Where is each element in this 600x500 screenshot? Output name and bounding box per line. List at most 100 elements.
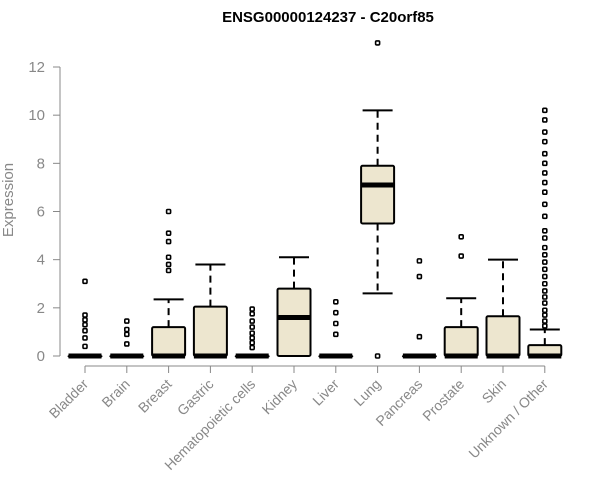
- box-group: [401, 258, 437, 359]
- outlier-point: [541, 107, 548, 114]
- box-iqr: [276, 287, 312, 358]
- box-iqr: [485, 315, 521, 358]
- outlier-point: [416, 273, 423, 280]
- box-group: [318, 299, 354, 359]
- outlier-point: [165, 261, 172, 268]
- outlier-point: [374, 353, 381, 359]
- y-axis: 0 2 4 6 8 10 12: [28, 59, 61, 365]
- x-tick-label: Skin: [479, 376, 510, 407]
- outlier-point: [249, 311, 255, 317]
- y-tick-label: 6: [37, 204, 45, 221]
- outlier-point: [541, 280, 548, 287]
- x-tick-label: Bladder: [46, 376, 92, 422]
- outlier-point: [249, 318, 255, 324]
- outlier-point: [124, 318, 130, 324]
- outlier-point: [541, 213, 548, 220]
- outlier-point: [541, 129, 548, 135]
- outlier-point: [124, 326, 130, 333]
- x-tick-label: Breast: [135, 376, 175, 416]
- outlier-point: [332, 320, 339, 327]
- outlier-point: [374, 40, 381, 46]
- outlier-point: [458, 233, 465, 240]
- x-tick-label: Brain: [98, 376, 132, 410]
- outlier-point: [416, 333, 423, 340]
- outlier-point: [541, 189, 548, 196]
- outlier-point: [458, 253, 465, 259]
- outlier-point: [541, 244, 548, 251]
- outlier-point: [332, 331, 339, 338]
- outlier-point: [249, 339, 255, 346]
- box-group: [151, 208, 187, 359]
- outlier-point: [541, 117, 548, 123]
- outlier-point: [332, 299, 339, 305]
- outlier-point: [332, 309, 339, 316]
- outlier-point: [165, 230, 172, 236]
- outlier-point: [541, 318, 548, 324]
- outlier-point: [249, 330, 255, 336]
- chart-title: ENSG00000124237 - C20orf85: [222, 9, 434, 26]
- outlier-point: [249, 335, 255, 341]
- box-group: [192, 263, 228, 359]
- outlier-point: [82, 321, 88, 328]
- box-group: [234, 306, 270, 359]
- outlier-point: [541, 273, 548, 280]
- x-tick-label: Lung: [350, 376, 383, 409]
- outlier-point: [124, 341, 130, 347]
- x-tick-label: Liver: [309, 376, 342, 409]
- box-iqr: [443, 326, 479, 358]
- outlier-point: [541, 266, 548, 273]
- y-tick-label: 0: [37, 348, 45, 365]
- outlier-point: [249, 324, 255, 330]
- outlier-point: [416, 258, 423, 264]
- outlier-point: [82, 343, 88, 350]
- outlier-point: [541, 160, 548, 167]
- outlier-point: [541, 227, 548, 234]
- outlier-point: [249, 344, 255, 351]
- outlier-point: [541, 138, 548, 145]
- box-iqr: [151, 326, 187, 358]
- x-tick-label: Kidney: [259, 376, 301, 418]
- box-group: [276, 256, 312, 358]
- box-group: [485, 258, 521, 359]
- outlier-point: [165, 208, 172, 215]
- outlier-point: [165, 238, 172, 245]
- outlier-point: [541, 307, 548, 314]
- outlier-point: [541, 312, 548, 318]
- outlier-point: [541, 150, 548, 157]
- outlier-point: [249, 306, 255, 312]
- outlier-point: [165, 267, 172, 274]
- outlier-point: [541, 252, 548, 258]
- box-group: [109, 318, 145, 359]
- outlier-point: [541, 259, 548, 265]
- outlier-point: [541, 323, 548, 329]
- outlier-point: [541, 201, 548, 208]
- outlier-point: [541, 300, 548, 306]
- y-tick-label: 2: [37, 300, 45, 317]
- box-iqr: [192, 305, 228, 358]
- outlier-point: [165, 254, 172, 261]
- box-group: [443, 233, 479, 359]
- outlier-point: [82, 317, 88, 323]
- outlier-point: [541, 235, 548, 241]
- x-tick-label: Unknown / Other: [465, 376, 551, 462]
- box-group: [67, 278, 103, 359]
- outlier-point: [541, 179, 548, 186]
- y-axis-label: Expression: [0, 163, 17, 237]
- box-iqr: [360, 164, 396, 225]
- box-group: [527, 107, 563, 359]
- outlier-point: [541, 170, 548, 176]
- box-group: [360, 40, 396, 359]
- outlier-point: [82, 335, 88, 341]
- y-tick-label: 8: [37, 155, 45, 172]
- outlier-point: [124, 331, 130, 338]
- outlier-point: [541, 288, 548, 294]
- plot-area: [67, 40, 563, 359]
- y-tick-label: 12: [28, 59, 45, 76]
- outlier-point: [82, 312, 88, 318]
- outlier-point: [82, 327, 88, 334]
- outlier-point: [541, 294, 548, 300]
- y-tick-label: 4: [37, 252, 45, 269]
- y-tick-label: 10: [28, 107, 45, 124]
